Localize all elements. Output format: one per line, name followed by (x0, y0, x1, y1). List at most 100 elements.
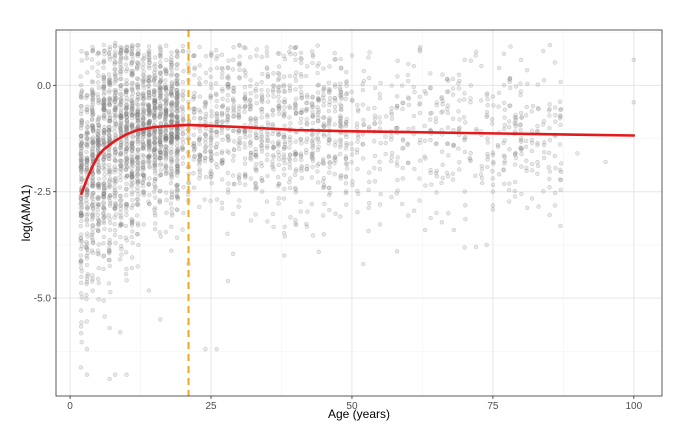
scatter-point (552, 153, 557, 159)
scatter-point (344, 120, 349, 125)
scatter-point (321, 103, 326, 108)
scatter-point (141, 190, 146, 195)
scatter-point (101, 130, 106, 136)
scatter-point (463, 135, 468, 140)
scatter-point (124, 156, 130, 162)
scatter-point (174, 66, 180, 71)
scatter-point (231, 57, 236, 62)
scatter-point (230, 211, 236, 217)
scatter-point (78, 168, 84, 174)
scatter-point (135, 173, 140, 178)
scatter-point (130, 255, 135, 260)
scatter-point (153, 104, 158, 110)
scatter-point (525, 81, 530, 87)
scatter-point (502, 161, 507, 166)
scatter-point (84, 107, 90, 113)
scatter-point (287, 176, 293, 181)
scatter-point (355, 147, 360, 152)
scatter-point (349, 89, 354, 95)
scatter-point (529, 128, 535, 134)
scatter-point (315, 83, 320, 88)
scatter-point (78, 150, 84, 155)
scatter-point (174, 115, 180, 120)
scatter-point (95, 131, 100, 136)
scatter-point (495, 142, 501, 148)
scatter-point (152, 168, 158, 174)
scatter-point (219, 75, 225, 80)
scatter-point (101, 241, 106, 246)
scatter-point (214, 65, 220, 71)
scatter-point (259, 115, 264, 120)
scatter-point (558, 79, 563, 85)
scatter-point (118, 113, 124, 119)
scatter-point (450, 177, 456, 182)
scatter-point (338, 81, 343, 87)
scatter-point (389, 195, 394, 200)
scatter-point (208, 81, 214, 87)
scatter-point (107, 102, 112, 108)
scatter-point (174, 173, 180, 178)
scatter-point (112, 125, 117, 130)
scatter-point (102, 172, 107, 177)
scatter-point (215, 141, 220, 146)
scatter-point (169, 93, 175, 99)
scatter-point (101, 97, 107, 102)
scatter-point (186, 62, 191, 67)
scatter-point (405, 72, 411, 78)
scatter-point (78, 331, 84, 336)
scatter-point (445, 110, 451, 116)
scatter-point (84, 372, 90, 377)
scatter-point (192, 72, 197, 78)
scatter-point (316, 161, 321, 166)
scatter-point (395, 177, 400, 183)
scatter-point (372, 165, 377, 171)
scatter-point (147, 164, 152, 169)
scatter-point (147, 146, 152, 152)
scatter-point (275, 175, 281, 180)
scatter-point (316, 180, 321, 185)
scatter-point (158, 106, 163, 111)
scatter-point (270, 131, 275, 137)
scatter-point (378, 140, 383, 146)
scatter-point (158, 70, 164, 76)
scatter-point (389, 134, 394, 139)
scatter-point (84, 292, 89, 298)
scatter-point (124, 158, 129, 163)
scatter-point (277, 157, 282, 162)
scatter-point (134, 66, 140, 72)
scatter-point (400, 165, 405, 171)
scatter-point (197, 94, 203, 99)
scatter-point (277, 51, 282, 56)
scatter-point (146, 87, 152, 93)
scatter-point (85, 130, 90, 136)
scatter-point (175, 129, 180, 134)
scatter-point (237, 43, 242, 48)
scatter-point (282, 253, 287, 258)
scatter-point (135, 221, 141, 226)
scatter-point (343, 146, 349, 151)
scatter-point (315, 70, 320, 76)
scatter-point (282, 114, 287, 119)
scatter-point (377, 167, 383, 172)
scatter-point (163, 117, 168, 123)
scatter-point (540, 122, 546, 127)
scatter-point (203, 101, 209, 106)
scatter-point (118, 71, 123, 77)
scatter-point (203, 133, 209, 138)
scatter-point (507, 103, 512, 109)
scatter-point (518, 127, 523, 133)
scatter-point (372, 121, 378, 126)
scatter-point (90, 65, 95, 70)
scatter-point (305, 95, 310, 100)
scatter-point (129, 141, 135, 146)
scatter-point (90, 124, 96, 130)
scatter-point (112, 157, 118, 162)
scatter-point (288, 152, 293, 157)
scatter-point (89, 117, 95, 122)
scatter-point (96, 50, 101, 55)
scatter-point (524, 104, 529, 110)
scatter-point (84, 51, 90, 57)
scatter-point (343, 181, 349, 186)
scatter-point (169, 156, 174, 161)
scatter-point (277, 131, 282, 137)
